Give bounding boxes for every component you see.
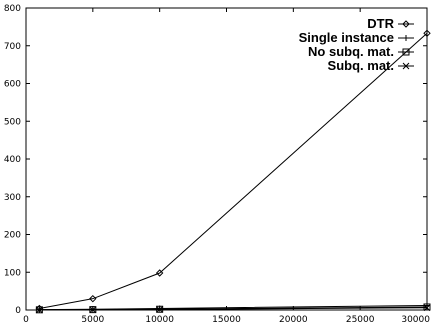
y-tick-label: 300 — [4, 193, 21, 203]
legend-label: No subq. mat. — [308, 44, 394, 59]
x-tick-label: 30000 — [401, 315, 430, 325]
legend-marker — [402, 62, 410, 70]
y-tick-label: 0 — [15, 306, 21, 316]
legend-marker — [402, 20, 410, 28]
y-tick-label: 800 — [4, 4, 21, 14]
data-point — [89, 306, 97, 314]
x-tick-label: 20000 — [279, 315, 308, 325]
data-point — [36, 306, 43, 314]
y-tick-label: 700 — [4, 42, 21, 52]
data-point — [423, 29, 431, 37]
y-tick-label: 400 — [4, 155, 21, 165]
data-point — [155, 269, 164, 277]
x-tick-label: 15000 — [212, 315, 241, 325]
series-layer — [35, 29, 431, 314]
axes: 0 5000 10000 15000 20000 25000 30000 0 100 200 300… — [4, 4, 430, 325]
x-tick-label: 0 — [23, 315, 29, 325]
y-tick-label: 600 — [4, 80, 21, 90]
y-tick-label: 100 — [4, 268, 21, 278]
series-3 — [36, 304, 431, 314]
legend-label: Single instance — [299, 30, 394, 45]
data-point — [156, 306, 164, 313]
legend-label: Subq. mat. — [328, 58, 394, 73]
data-point — [423, 303, 431, 311]
series-line — [39, 32, 428, 309]
x-tick-label: 25000 — [346, 315, 375, 325]
y-tick-label: 200 — [4, 231, 21, 241]
y-tick-label: 500 — [4, 117, 21, 127]
legend-label: DTR — [367, 16, 394, 31]
x-tick-label: 10000 — [145, 315, 174, 325]
data-point — [89, 294, 97, 303]
legend-marker — [403, 35, 409, 41]
x-tick-label: 5000 — [81, 315, 104, 325]
data-point — [423, 304, 431, 312]
legend-marker — [402, 48, 410, 56]
series-line — [39, 307, 428, 311]
